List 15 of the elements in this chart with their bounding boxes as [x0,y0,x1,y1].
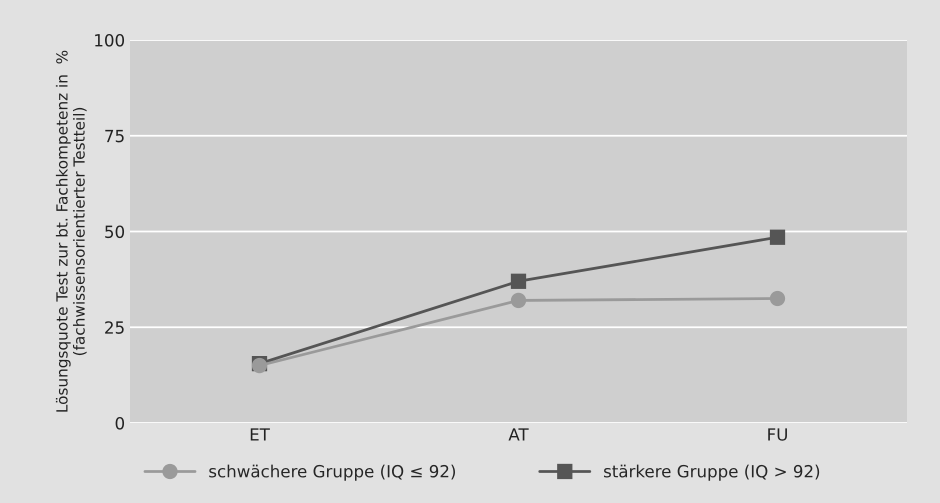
x-tick-label: FU [768,428,787,441]
y-tick-label: 50 [105,225,124,238]
x-tick-label: ET [250,428,270,441]
point [510,274,526,289]
legend-label: schwächere Gruppe (IQ ≤ 92) [209,464,456,481]
y-tick-label: 25 [105,321,124,334]
point [510,292,526,308]
y-tick-label: 100 [95,34,124,47]
y-tick-label: 75 [105,130,124,142]
legend-label: stärkere Gruppe (IQ > 92) [604,464,820,481]
y-tick-label: 0 [116,416,124,430]
point [770,230,786,245]
x-tick-label: AT [508,428,529,441]
point [770,290,786,306]
y-axis-title: Lösungsquote Test zur bt. Fachkompetenz in % (fachwissensorientierter Testteil) [56,50,87,412]
